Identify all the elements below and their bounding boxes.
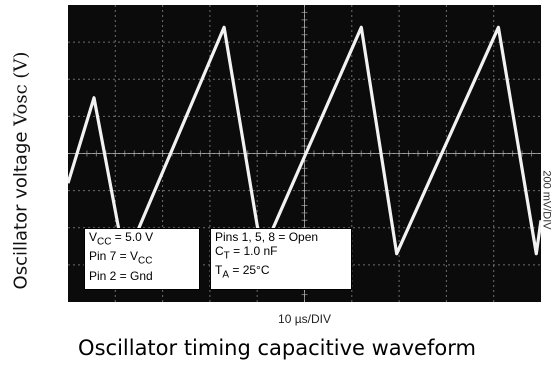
condition-pins: Pins 1, 5, 8 = Open: [215, 230, 319, 244]
condition-ct: CT = 1.0 nF: [215, 244, 278, 262]
condition-ta: TA = 25°C: [215, 263, 270, 281]
conditions-box-left: VCC = 5.0 V Pin 7 = VCC Pin 2 = Gnd: [84, 228, 200, 290]
y-scale-label: 200 mV/DIV: [541, 170, 553, 230]
condition-pin7: Pin 7 = VCC: [89, 249, 153, 267]
trace: [68, 25, 541, 263]
conditions-box-right: Pins 1, 5, 8 = Open CT = 1.0 nF TA = 25°…: [210, 228, 352, 290]
condition-vcc: VCC = 5.0 V: [89, 230, 154, 248]
y-axis-label-wrap: Oscillator voltage Vosc (V): [2, 5, 40, 335]
y-axis-label-main: Oscillator voltage: [10, 131, 32, 289]
x-scale-label: 10 µs/DIV: [278, 312, 331, 326]
chart-title: Oscillator timing capacitive waveform: [78, 336, 476, 360]
condition-pin2: Pin 2 = Gnd: [89, 268, 153, 283]
y-axis-label: Oscillator voltage Vosc (V): [11, 51, 32, 289]
series-line-0: [68, 25, 541, 263]
y-scale-wrap: 200 mV/DIV: [540, 100, 554, 300]
y-axis-label-symbol: Vosc (V): [10, 51, 32, 126]
